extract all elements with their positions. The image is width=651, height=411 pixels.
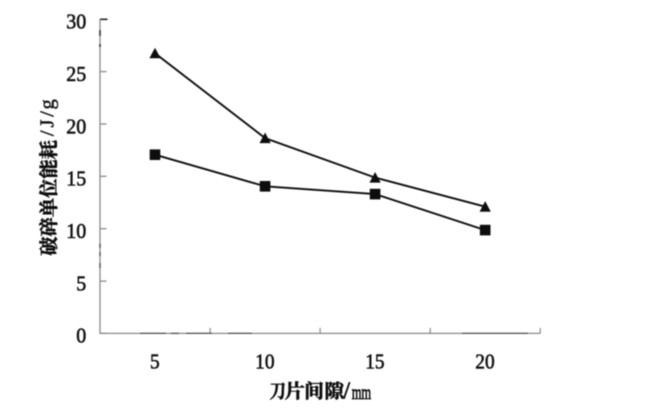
svg-text:/: / [343, 378, 350, 404]
svg-text:25: 25 [66, 63, 86, 86]
svg-text:/: / [36, 111, 58, 117]
svg-text:mm: mm [352, 381, 371, 404]
svg-text:10: 10 [255, 351, 274, 374]
svg-text:5: 5 [150, 351, 160, 374]
svg-text:10: 10 [66, 220, 86, 243]
svg-text:g: g [36, 99, 58, 109]
svg-text:5: 5 [76, 273, 86, 296]
svg-text:15: 15 [66, 168, 86, 191]
svg-text:30: 30 [66, 11, 86, 34]
svg-text:20: 20 [475, 351, 494, 374]
svg-text:/: / [36, 130, 58, 136]
svg-text:0: 0 [76, 325, 86, 348]
svg-text:J: J [36, 119, 58, 127]
svg-text:20: 20 [66, 116, 86, 139]
svg-text:15: 15 [365, 351, 384, 374]
